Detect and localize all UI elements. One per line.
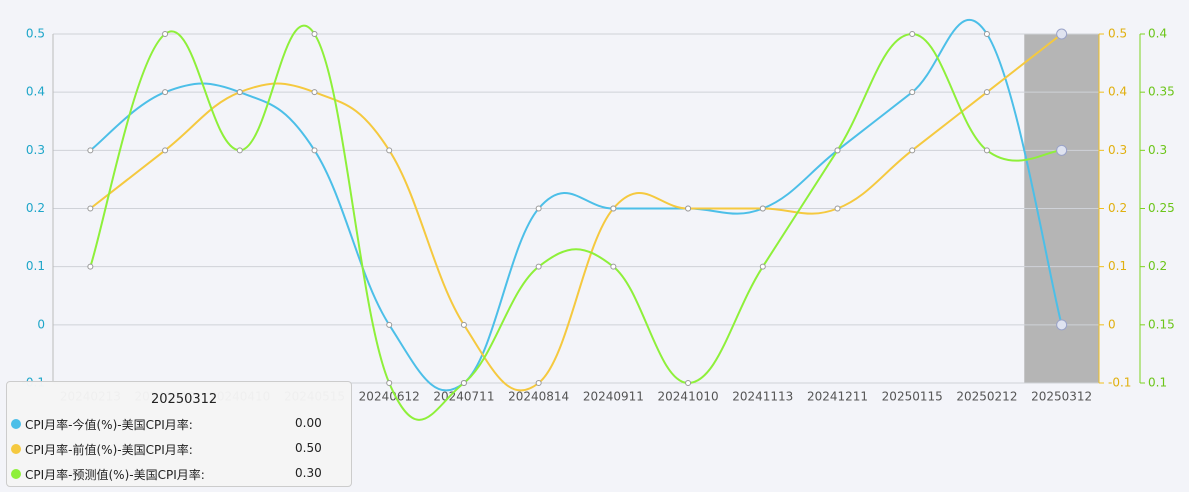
tooltip-marker (11, 419, 21, 429)
tooltip-value: 0.00 (295, 416, 322, 430)
data-point (685, 205, 692, 212)
y-tick-label: 0 (37, 317, 45, 331)
tooltip-row: CPI月率-前值(%)-美国CPI月率: 0.50 (11, 441, 341, 457)
data-point (759, 205, 766, 212)
x-tick-label: 20240911 (583, 390, 644, 404)
y2-tick-label: 0.4 (1108, 85, 1127, 99)
data-point (162, 31, 169, 37)
tooltip-label: CPI月率-预测值(%)-美国CPI月率: (25, 468, 205, 482)
data-point (87, 205, 94, 212)
y2-tick-label: 0.2 (1108, 201, 1127, 215)
data-point (162, 147, 169, 154)
data-point (1056, 319, 1068, 331)
series-line (89, 18, 1063, 392)
x-tick-label: 20241010 (658, 390, 719, 404)
y2-tick-label: 0.1 (1108, 259, 1127, 273)
data-point (535, 263, 542, 270)
tooltip-value: 0.30 (295, 466, 322, 480)
data-point (909, 89, 916, 96)
data-point (535, 380, 542, 386)
tooltip-row: CPI月率-今值(%)-美国CPI月率: 0.00 (11, 416, 341, 432)
data-point (311, 31, 318, 37)
data-point (311, 89, 318, 96)
data-point (610, 205, 617, 212)
tooltip-value: 0.50 (295, 441, 322, 455)
x-tick-label: 20241211 (807, 390, 868, 404)
data-point (311, 147, 318, 154)
x-tick-label: 20250312 (1031, 390, 1092, 404)
y3-tick-label: 0.1 (1148, 376, 1167, 390)
y3-tick-label: 0.2 (1148, 259, 1167, 273)
y-tick-label: 0.1 (26, 259, 45, 273)
data-point (983, 147, 990, 154)
x-tick-label: 20241113 (732, 390, 793, 404)
data-point (759, 263, 766, 270)
x-tick-label: 20240612 (359, 390, 420, 404)
tooltip-marker (11, 444, 21, 454)
y3-tick-label: 0.25 (1148, 201, 1175, 215)
series-line (89, 33, 1063, 392)
data-point (386, 380, 393, 386)
data-point (386, 321, 393, 328)
data-point (162, 89, 169, 96)
tooltip-label: CPI月率-前值(%)-美国CPI月率: (25, 443, 193, 457)
y2-tick-label: 0 (1108, 317, 1116, 331)
y-tick-label: 0.5 (26, 27, 45, 41)
data-point (236, 89, 243, 96)
x-tick-label: 20250115 (882, 390, 943, 404)
data-point (535, 205, 542, 212)
tooltip-label: CPI月率-今值(%)-美国CPI月率: (25, 418, 193, 432)
x-tick-label: 20240711 (433, 390, 494, 404)
x-tick-label: 20240814 (508, 390, 569, 404)
y2-tick-label: 0.5 (1108, 27, 1127, 41)
y3-tick-label: 0.4 (1148, 27, 1167, 41)
tooltip-title: 20250312 (151, 392, 218, 407)
tooltip-row: CPI月率-预测值(%)-美国CPI月率: 0.30 (11, 466, 341, 482)
y-tick-label: 0.2 (26, 201, 45, 215)
data-point (460, 380, 467, 386)
tooltip: 20250312 CPI月率-今值(%)-美国CPI月率: 0.00 CPI月率-前… (6, 381, 352, 487)
data-point (909, 31, 916, 37)
data-point (1056, 28, 1068, 40)
y2-tick-label: 0.3 (1108, 143, 1127, 157)
x-tick-label: 20250212 (956, 390, 1017, 404)
data-point (87, 147, 94, 154)
y3-tick-label: 0.15 (1148, 317, 1175, 331)
data-point (610, 263, 617, 270)
y-tick-label: 0.3 (26, 143, 45, 157)
y-tick-label: 0.4 (26, 85, 45, 99)
data-point (834, 147, 841, 154)
series-line (89, 24, 1062, 421)
tooltip-marker (11, 469, 21, 479)
data-point (87, 263, 94, 270)
data-point (983, 89, 990, 96)
data-point (983, 31, 990, 37)
data-point (386, 147, 393, 154)
y3-tick-label: 0.3 (1148, 143, 1167, 157)
data-point (685, 380, 692, 386)
data-point (909, 147, 916, 154)
data-point (460, 321, 467, 328)
y3-tick-label: 0.35 (1148, 85, 1175, 99)
data-point (236, 147, 243, 154)
y2-tick-label: -0.1 (1108, 376, 1131, 390)
data-point (834, 205, 841, 212)
data-point (1056, 144, 1068, 156)
